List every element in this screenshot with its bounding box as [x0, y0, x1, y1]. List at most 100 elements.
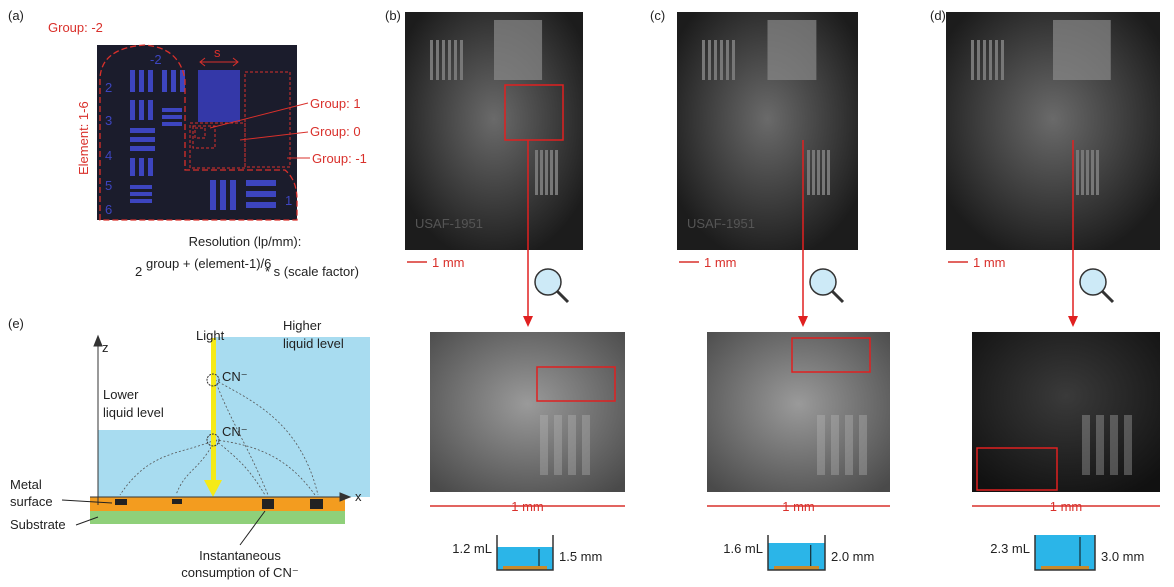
- volume-label: 2.3 mL: [990, 541, 1030, 556]
- photo-bars: [555, 150, 558, 195]
- target-number: 3: [105, 113, 112, 128]
- volume-label: 1.6 mL: [723, 541, 763, 556]
- panel-e: (e) z x Light Higher liquid level Lower …: [8, 316, 370, 580]
- watermark: USAF-1951: [415, 216, 483, 231]
- formula-base: 2: [135, 264, 142, 279]
- photo-bars: [1076, 150, 1079, 195]
- zoom-bars: [1096, 415, 1104, 475]
- beaker-liquid: [768, 543, 825, 570]
- zoom-bars: [1124, 415, 1132, 475]
- magnifier-handle: [832, 291, 843, 302]
- photo-square: [494, 20, 542, 80]
- photo-bars: [971, 40, 974, 80]
- photo-bars: [995, 40, 998, 80]
- photo-bars: [454, 40, 457, 80]
- watermark: USAF-1951: [687, 216, 755, 231]
- target-number: 6: [105, 202, 112, 217]
- photo-bars: [726, 40, 729, 80]
- metal-layer: [90, 497, 345, 511]
- beaker-liquid: [1035, 535, 1095, 570]
- depth-label: 2.0 mm: [831, 549, 874, 564]
- magnifier-handle: [1102, 291, 1113, 302]
- element-label: Element: 1-6: [76, 101, 91, 175]
- magnifier-handle: [557, 291, 568, 302]
- higher-label: Higher: [283, 318, 322, 333]
- depth-label: 3.0 mm: [1101, 549, 1144, 564]
- lower-label: liquid level: [103, 405, 164, 420]
- depth-label: 1.5 mm: [559, 549, 602, 564]
- consumption-label: Instantaneous: [199, 548, 281, 563]
- photo-bars: [1091, 150, 1094, 195]
- target-number: 4: [105, 148, 112, 163]
- photo-bars: [1081, 150, 1084, 195]
- photo-bars: [977, 40, 980, 80]
- photo-bars: [1086, 150, 1089, 195]
- photo-bars: [708, 40, 711, 80]
- scale-label: 1 mm: [432, 255, 465, 270]
- photo-bars: [822, 150, 825, 195]
- panel-label: (b): [385, 8, 401, 23]
- zoom-bars: [831, 415, 839, 475]
- photo-bars: [812, 150, 815, 195]
- photo-square: [1053, 20, 1111, 80]
- scale-label: 1 mm: [704, 255, 737, 270]
- volume-label: 1.2 mL: [452, 541, 492, 556]
- photo-bars: [827, 150, 830, 195]
- target-number: 1: [285, 193, 292, 208]
- light-beam: [211, 338, 216, 483]
- group-label: Group: 1: [310, 96, 361, 111]
- panel-label: (a): [8, 8, 24, 23]
- axis-label: z: [102, 340, 109, 355]
- target-number: 2: [105, 80, 112, 95]
- group-label: Group: 0: [310, 124, 361, 139]
- photo-bars: [1001, 40, 1004, 80]
- photo-bars: [983, 40, 986, 80]
- photo-square: [768, 20, 817, 80]
- photo-bars: [535, 150, 538, 195]
- group-label: Group: -1: [312, 151, 367, 166]
- formula-title: Resolution (lp/mm):: [189, 234, 302, 249]
- formula-rest: * s (scale factor): [265, 264, 359, 279]
- photo-bars: [702, 40, 705, 80]
- liquid: [98, 430, 218, 497]
- photo-bars: [442, 40, 445, 80]
- panel-a: (a) Group: -2 s Group: 1 Group: 0 Group:…: [8, 8, 367, 279]
- target-number: -2: [150, 52, 162, 67]
- photo-bars: [1096, 150, 1099, 195]
- zoom-bars: [817, 415, 825, 475]
- target-square: [198, 70, 240, 122]
- ion-label: CN⁻: [222, 369, 248, 384]
- scale-s: s: [214, 45, 221, 60]
- zoom-bars: [554, 415, 562, 475]
- photo-bars: [545, 150, 548, 195]
- zoom-bars: [845, 415, 853, 475]
- scale-label: 1 mm: [1050, 499, 1083, 514]
- photo-bars: [720, 40, 723, 80]
- axis-label: x: [355, 489, 362, 504]
- ion-label: CN⁻: [222, 424, 248, 439]
- zoom-arrow-head: [1068, 316, 1078, 327]
- scale-label: 1 mm: [511, 499, 544, 514]
- photo-bars: [540, 150, 543, 195]
- photo-bars: [817, 150, 820, 195]
- photo-bars: [448, 40, 451, 80]
- higher-label: liquid level: [283, 336, 344, 351]
- photo-bars: [989, 40, 992, 80]
- group-label: Group: -2: [48, 20, 103, 35]
- zoom-bars: [859, 415, 867, 475]
- photo-bars: [436, 40, 439, 80]
- photo-bars: [714, 40, 717, 80]
- consumption-label: consumption of CN⁻: [181, 565, 298, 580]
- photo-bars: [460, 40, 463, 80]
- panel-label: (e): [8, 316, 24, 331]
- zoom-bars: [1110, 415, 1118, 475]
- scale-label: 1 mm: [782, 499, 815, 514]
- formula-exponent: group + (element-1)/6: [146, 256, 271, 271]
- photo-bars: [807, 150, 810, 195]
- zoom-bars: [568, 415, 576, 475]
- metal-label: Metal: [10, 477, 42, 492]
- zoom-arrow-head: [798, 316, 808, 327]
- metal-label: surface: [10, 494, 53, 509]
- zoom-photo: [430, 332, 625, 492]
